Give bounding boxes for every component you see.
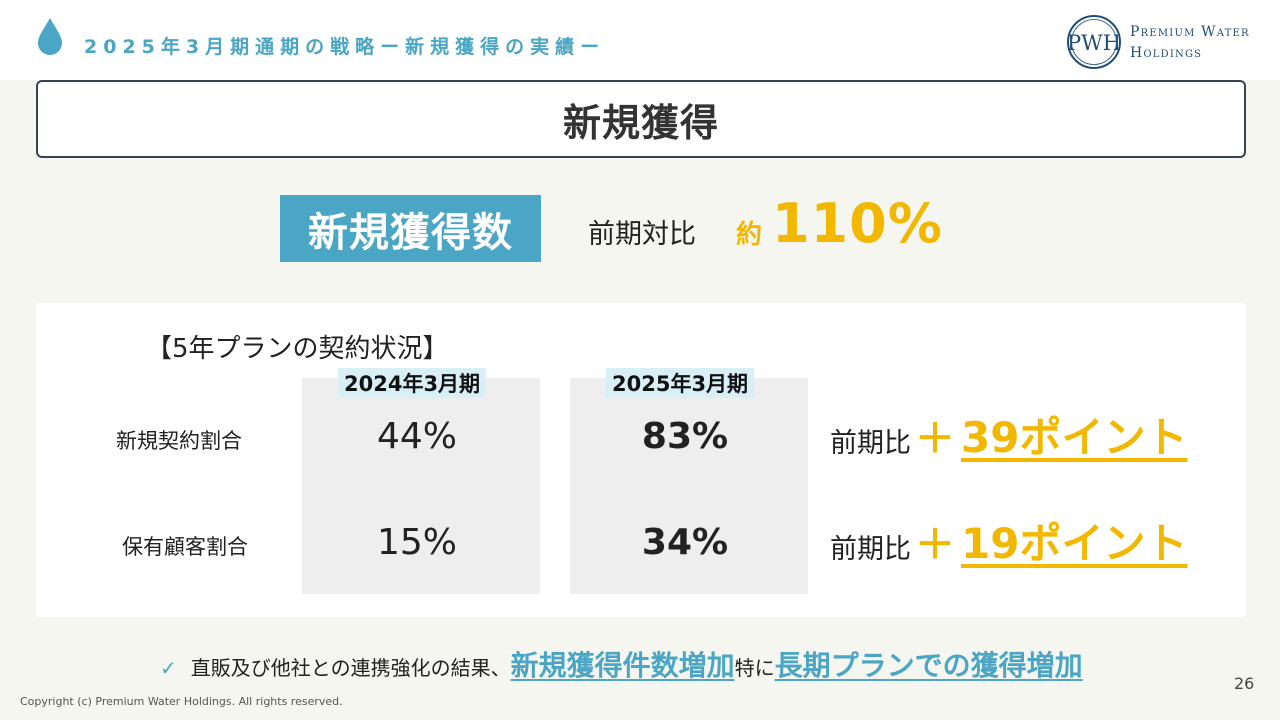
comparison-label: 前期比 [830, 428, 911, 459]
comparison-value: 19ポイント [961, 519, 1188, 568]
row-label-existing-customers: 保有顧客割合 [122, 535, 248, 559]
header-title: 2025年3月期通期の戦略ー新規獲得の実績ー [84, 36, 606, 58]
logo-wordmark: Premium Water Holdings [1130, 22, 1250, 64]
company-logo: PWH [1067, 15, 1121, 69]
plus-sign: ＋ [915, 522, 955, 568]
section-title-box: 新規獲得 [36, 80, 1246, 158]
comparison-label: 前期比 [830, 534, 911, 565]
value-2025-existing-customers: 34% [641, 522, 729, 563]
value-2024-new-contract: 44% [376, 416, 457, 457]
conclusion-text-1: 直販及び他社との連携強化の結果、 [190, 656, 511, 680]
comparison-new-contract: 前期比 ＋ 39ポイント [830, 404, 1187, 465]
logo-monogram: PWH [1067, 31, 1121, 55]
plus-sign: ＋ [915, 416, 955, 462]
comparison-value: 39ポイント [961, 413, 1188, 462]
yoy-value: 110% [772, 192, 943, 255]
plan-title: 【5年プランの契約状況】 [146, 334, 449, 364]
section-title: 新規獲得 [562, 100, 719, 145]
logo-line-1: Premium Water [1130, 24, 1250, 40]
new-acquisition-badge: 新規獲得数 [280, 195, 541, 262]
comparison-existing-customers: 前期比 ＋ 19ポイント [830, 510, 1187, 571]
header-bar: 2025年3月期通期の戦略ー新規獲得の実績ー PWH Premium Water… [0, 0, 1280, 80]
column-header-2024: 2024年3月期 [338, 368, 487, 398]
column-background-2025 [570, 378, 808, 594]
copyright: Copyright (c) Premium Water Holdings. Al… [20, 695, 343, 708]
yoy-label: 前期対比 [588, 219, 696, 250]
row-label-new-contract: 新規契約割合 [116, 429, 242, 453]
conclusion-text-2: 特に [734, 656, 775, 680]
column-background-2024 [302, 378, 540, 594]
conclusion-highlight-1: 新規獲得件数増加 [510, 649, 735, 682]
check-icon: ✓ [160, 656, 177, 680]
page-number: 26 [1234, 674, 1255, 693]
water-drop-icon [38, 18, 62, 55]
yoy-approx: 約 [736, 220, 763, 250]
value-2024-existing-customers: 15% [376, 522, 457, 563]
conclusion-highlight-2: 長期プランでの獲得増加 [774, 649, 1083, 682]
value-2025-new-contract: 83% [641, 416, 729, 457]
column-header-2025: 2025年3月期 [606, 368, 755, 398]
conclusion-line: ✓ 直販及び他社との連携強化の結果、 新規獲得件数増加 特に 長期プランでの獲得… [160, 644, 1083, 684]
logo-line-2: Holdings [1130, 45, 1203, 61]
